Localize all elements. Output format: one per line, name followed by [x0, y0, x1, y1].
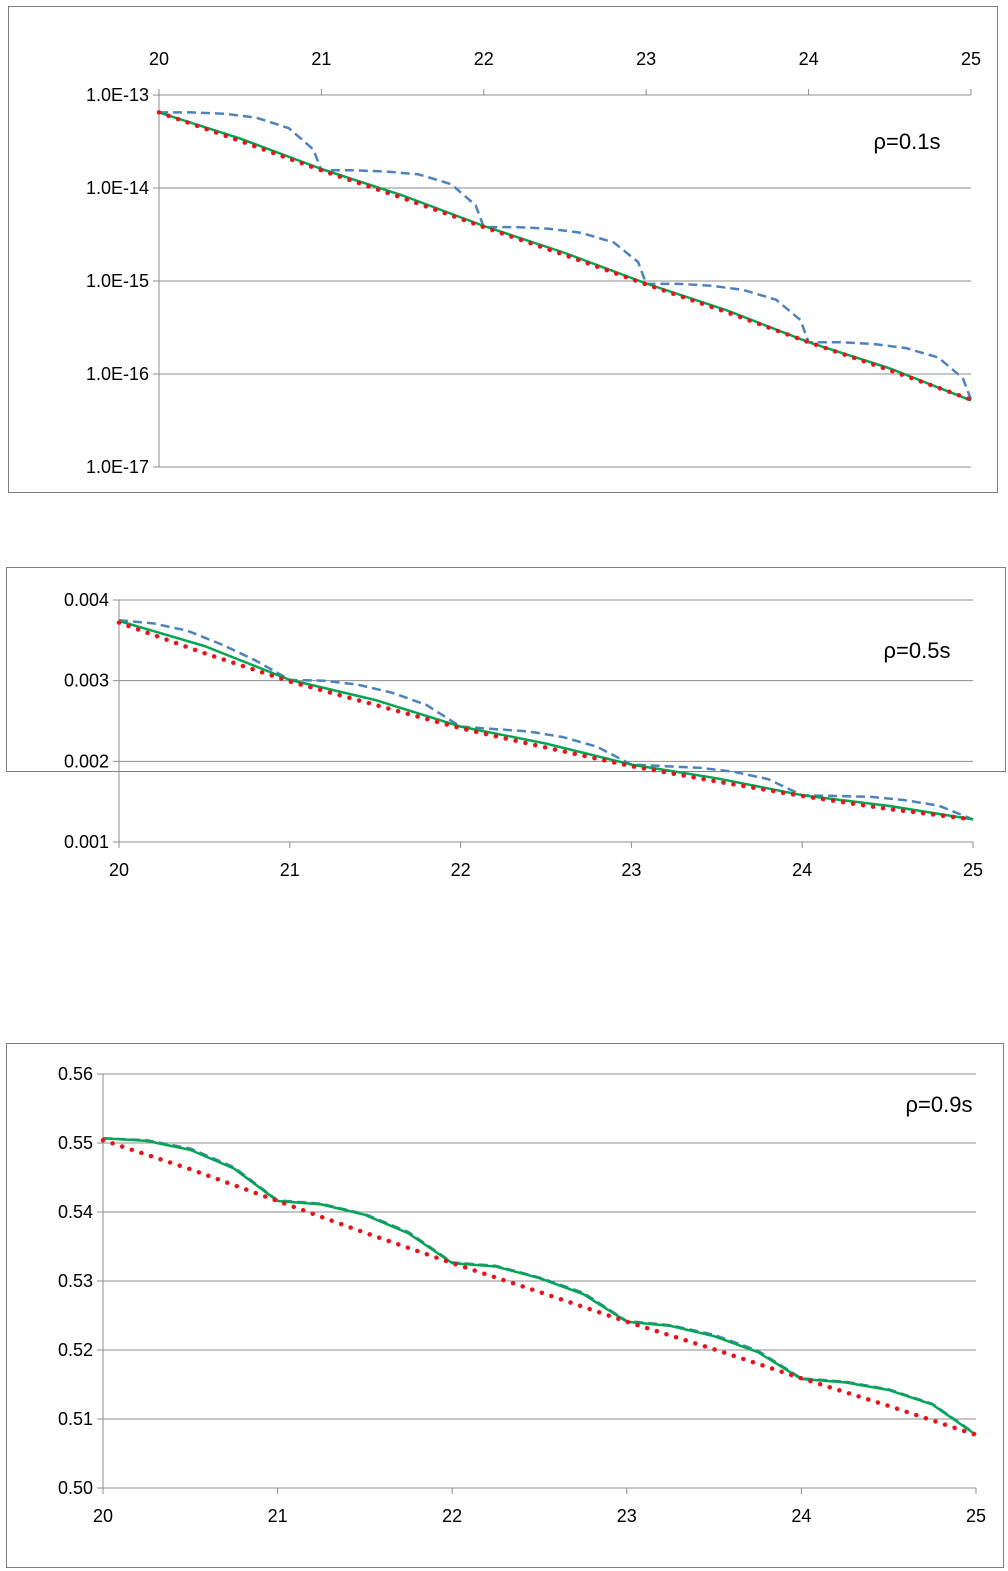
y-tick-label: 0.56 — [58, 1064, 93, 1084]
x-tick-label: 22 — [451, 860, 471, 880]
chart-3-frame: 0.56 0.55 0.54 0.53 0.52 0.51 0.50 20 21 22 23 24 25… — [6, 1043, 1004, 1568]
series-dotted-line — [156, 110, 974, 402]
x-tick-label: 21 — [311, 49, 331, 69]
x-tick-label: 20 — [109, 860, 129, 880]
y-tick-label: 0.002 — [64, 751, 109, 771]
y-tick-label: 0.004 — [64, 590, 109, 610]
x-tick-label: 22 — [442, 1506, 462, 1526]
chart-1-svg: 1.0E-13 1.0E-14 1.0E-15 1.0E-16 1.0E-17 20 21 2… — [86, 49, 981, 477]
x-tick-label: 25 — [963, 860, 983, 880]
x-tick-label: 25 — [961, 49, 981, 69]
x-tick-label: 22 — [474, 49, 494, 69]
x-tick-label: 24 — [791, 1506, 811, 1526]
x-tick-label: 21 — [268, 1506, 288, 1526]
x-tick-label: 23 — [621, 860, 641, 880]
x-tick-label: 21 — [280, 860, 300, 880]
x-tick-label: 25 — [966, 1506, 986, 1526]
x-tick-label: 20 — [149, 49, 169, 69]
y-tick-label: 0.51 — [58, 1409, 93, 1429]
rho-annotation: ρ=0.5s — [884, 638, 951, 663]
chart-1-frame: 1.0E-13 1.0E-14 1.0E-15 1.0E-16 1.0E-17 20 21 2… — [8, 6, 998, 493]
x-tick-label: 23 — [636, 49, 656, 69]
y-tick-label: 0.52 — [58, 1340, 93, 1360]
y-tick-label: 1.0E-14 — [86, 178, 149, 198]
series-dashed-line — [118, 618, 974, 821]
y-tick-label: 0.55 — [58, 1133, 93, 1153]
series-dotted-line — [116, 620, 976, 822]
y-tick-label: 0.53 — [58, 1271, 93, 1291]
rho-annotation: ρ=0.1s — [874, 129, 941, 154]
y-tick-label: 1.0E-15 — [86, 271, 149, 291]
x-tick-label: 23 — [617, 1506, 637, 1526]
y-tick-label: 0.003 — [64, 671, 109, 691]
y-tick-label: 0.001 — [64, 832, 109, 852]
series-solid-line — [102, 1136, 977, 1436]
y-tick-label: 0.54 — [58, 1202, 93, 1222]
y-tick-label: 1.0E-16 — [86, 364, 149, 384]
series-dashed-line — [102, 1136, 977, 1436]
y-tick-label: 1.0E-17 — [86, 457, 149, 477]
x-tick-label: 24 — [792, 860, 812, 880]
x-tick-label: 20 — [93, 1506, 113, 1526]
y-tick-label: 1.0E-13 — [86, 85, 149, 105]
chart-2-frame: 0.004 0.003 0.002 0.001 20 21 22 23 24 25 ρ=0.5s — [6, 567, 1006, 880]
y-tick-label: 0.50 — [58, 1478, 93, 1498]
series-dotted-line — [100, 1137, 979, 1438]
x-tick-label: 24 — [799, 49, 819, 69]
rho-annotation: ρ=0.9s — [906, 1092, 973, 1117]
series-solid-line — [118, 619, 974, 821]
